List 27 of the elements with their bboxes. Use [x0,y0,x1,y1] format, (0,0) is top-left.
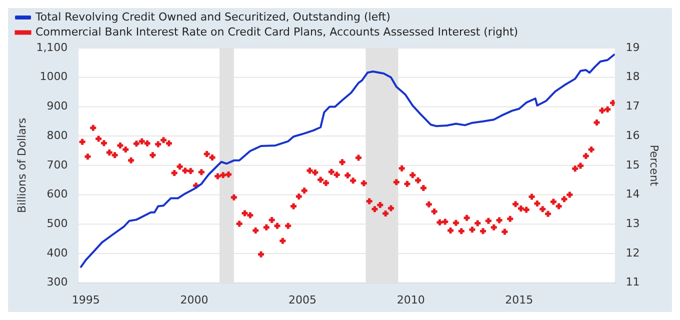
y2-tick-label: 14 [626,188,640,201]
y-tick-label: 400 [46,246,68,260]
x-tick-label: 2005 [288,293,317,306]
x-tick-label: 2015 [505,293,534,306]
y-tick-label: 700 [46,158,68,172]
y-tick-label: 1,100 [36,40,68,54]
y-tick-label: 1000 [40,70,68,84]
y-tick-label: 600 [46,188,68,201]
y2-tick-label: 18 [626,70,640,84]
y2-tick-label: 19 [626,40,640,54]
y-tick-label: 800 [46,128,68,142]
legend-label: Total Revolving Credit Owned and Securitized, Outstanding (left) [34,10,390,24]
x-tick-label: 2000 [180,293,208,306]
y2-tick-label: 16 [626,128,640,142]
y2-tick-label: 15 [626,158,640,172]
y2-tick-label: 11 [626,276,640,289]
y2-tick-label: 17 [626,100,640,113]
y2-axis-title: Percent [648,144,661,187]
y-tick-label: 300 [46,276,68,289]
x-tick-label: 1995 [72,293,100,306]
y2-tick-label: 13 [626,216,640,230]
y-tick-label: 500 [46,216,68,230]
x-tick-label: 2010 [396,293,425,306]
y-tick-label: 900 [46,100,68,113]
y2-tick-label: 12 [626,246,640,260]
y-axis-title: Billions of Dollars [15,118,28,213]
legend-label: Commercial Bank Interest Rate on Credit Card Plans, Accounts Assessed Interest (right) [36,25,518,38]
